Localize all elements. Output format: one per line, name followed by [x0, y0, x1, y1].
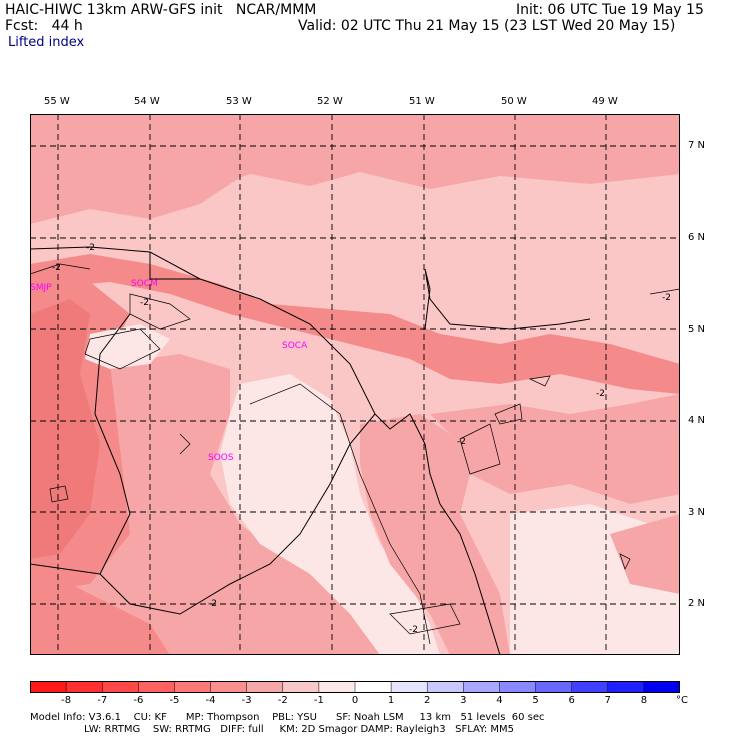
colorbar-cell [101, 681, 140, 693]
lat-label: 4 N [688, 415, 706, 426]
model-info-line2: LW: RRTMG SW: RRTMG DIFF: full KM: 2D Sm… [30, 724, 515, 735]
colorbar-cell [65, 681, 103, 693]
model-title: HAIC-HIWC 13km ARW-GFS init NCAR/MMM [5, 2, 317, 18]
colorbar-cell [643, 681, 680, 693]
shade-region [430, 394, 680, 504]
colorbar-tick-label: 5 [532, 695, 539, 706]
colorbar-frame [30, 681, 680, 693]
colorbar-cell [174, 681, 212, 693]
colorbar-tick-label: -4 [205, 695, 216, 706]
colorbar-cell [535, 681, 573, 693]
map-frame [30, 114, 680, 655]
colorbar-tick-label: 0 [351, 695, 359, 706]
station-label: SMJP [30, 283, 52, 293]
colorbar-cell [499, 681, 537, 693]
coastline [30, 246, 591, 655]
colorbar-tick-label: -1 [313, 695, 324, 706]
shade-region [360, 414, 510, 655]
lon-label: 55 W [44, 96, 70, 107]
colorbar-tick-label: 3 [460, 695, 467, 706]
contour-label: -2 [52, 263, 61, 273]
colorbar-tick-label: -7 [97, 695, 108, 706]
colorbar-tick-label: -3 [241, 695, 252, 706]
shade-region [30, 299, 100, 559]
colorbar-cell [318, 681, 356, 693]
contour-label: -2 [86, 243, 95, 253]
colorbar-cell [463, 681, 501, 693]
colorbar-tick-label: 7 [604, 695, 611, 706]
colorbar-tick-label: -8 [61, 695, 72, 706]
contour-label: -2 [140, 298, 149, 308]
colorbar-cell [571, 681, 609, 693]
shade-region [610, 514, 680, 594]
lat-label: 6 N [688, 232, 706, 243]
lat-label: 5 N [688, 324, 706, 335]
shade-region [30, 254, 680, 394]
colorbar-tick-label: -2 [277, 695, 288, 706]
station-label: SOOS [208, 453, 234, 463]
contour-lines [30, 263, 680, 645]
colorbar-cell [390, 681, 428, 693]
contour-label: -2 [208, 599, 217, 609]
colorbar-unit: °C [676, 695, 688, 706]
colorbar-tick-label: 8 [640, 695, 648, 706]
lat-lon-grid [30, 114, 680, 655]
lon-label: 49 W [592, 96, 618, 107]
colorbar-cell [30, 681, 67, 693]
contour-label: -2 [409, 625, 418, 635]
colorbar-tick-label: -6 [133, 695, 144, 706]
station-label: SOCM [131, 279, 158, 289]
colorbar-cell [210, 681, 248, 693]
valid-time: Valid: 02 UTC Thu 21 May 15 (23 LST Wed … [298, 18, 676, 34]
colorbar-tick-label: -5 [169, 695, 180, 706]
colorbar-cell [282, 681, 320, 693]
contour-label: -2 [457, 437, 466, 447]
forecast-hour: Fcst: 44 h [5, 18, 83, 34]
station-label: SOCA [282, 341, 308, 351]
init-time: Init: 06 UTC Tue 19 May 15 [516, 2, 704, 18]
shade-region [30, 574, 170, 655]
field-name: Lifted index [8, 35, 85, 50]
colorbar-tick-label: 1 [387, 695, 395, 706]
colorbar-tick-label: 6 [568, 695, 575, 706]
lon-label: 53 W [226, 96, 252, 107]
lat-label: 7 N [688, 140, 706, 151]
shade-region [30, 354, 380, 655]
lon-label: 50 W [501, 96, 527, 107]
colorbar-cell [246, 681, 284, 693]
lon-label: 51 W [409, 96, 435, 107]
lifted-index-map [30, 114, 680, 655]
shade-region [30, 114, 390, 224]
colorbar-tick-label: 4 [496, 695, 503, 706]
colorbar-cell [426, 681, 465, 693]
contour-label: -2 [596, 389, 605, 399]
lon-label: 52 W [317, 96, 343, 107]
lat-label: 2 N [688, 598, 706, 609]
contour-label: -2 [662, 293, 671, 303]
model-info-line1: Model Info: V3.6.1 CU: KF MP: Thompson P… [30, 712, 545, 723]
shade-region [85, 324, 170, 369]
lon-label: 54 W [134, 96, 160, 107]
colorbar-tick-label: 2 [424, 695, 431, 706]
colorbar-cell [354, 681, 392, 693]
colorbar-cell [607, 681, 645, 693]
shade-region [220, 374, 440, 655]
colorbar [30, 681, 680, 693]
lat-label: 3 N [688, 507, 706, 518]
colorbar-cell [138, 681, 176, 693]
